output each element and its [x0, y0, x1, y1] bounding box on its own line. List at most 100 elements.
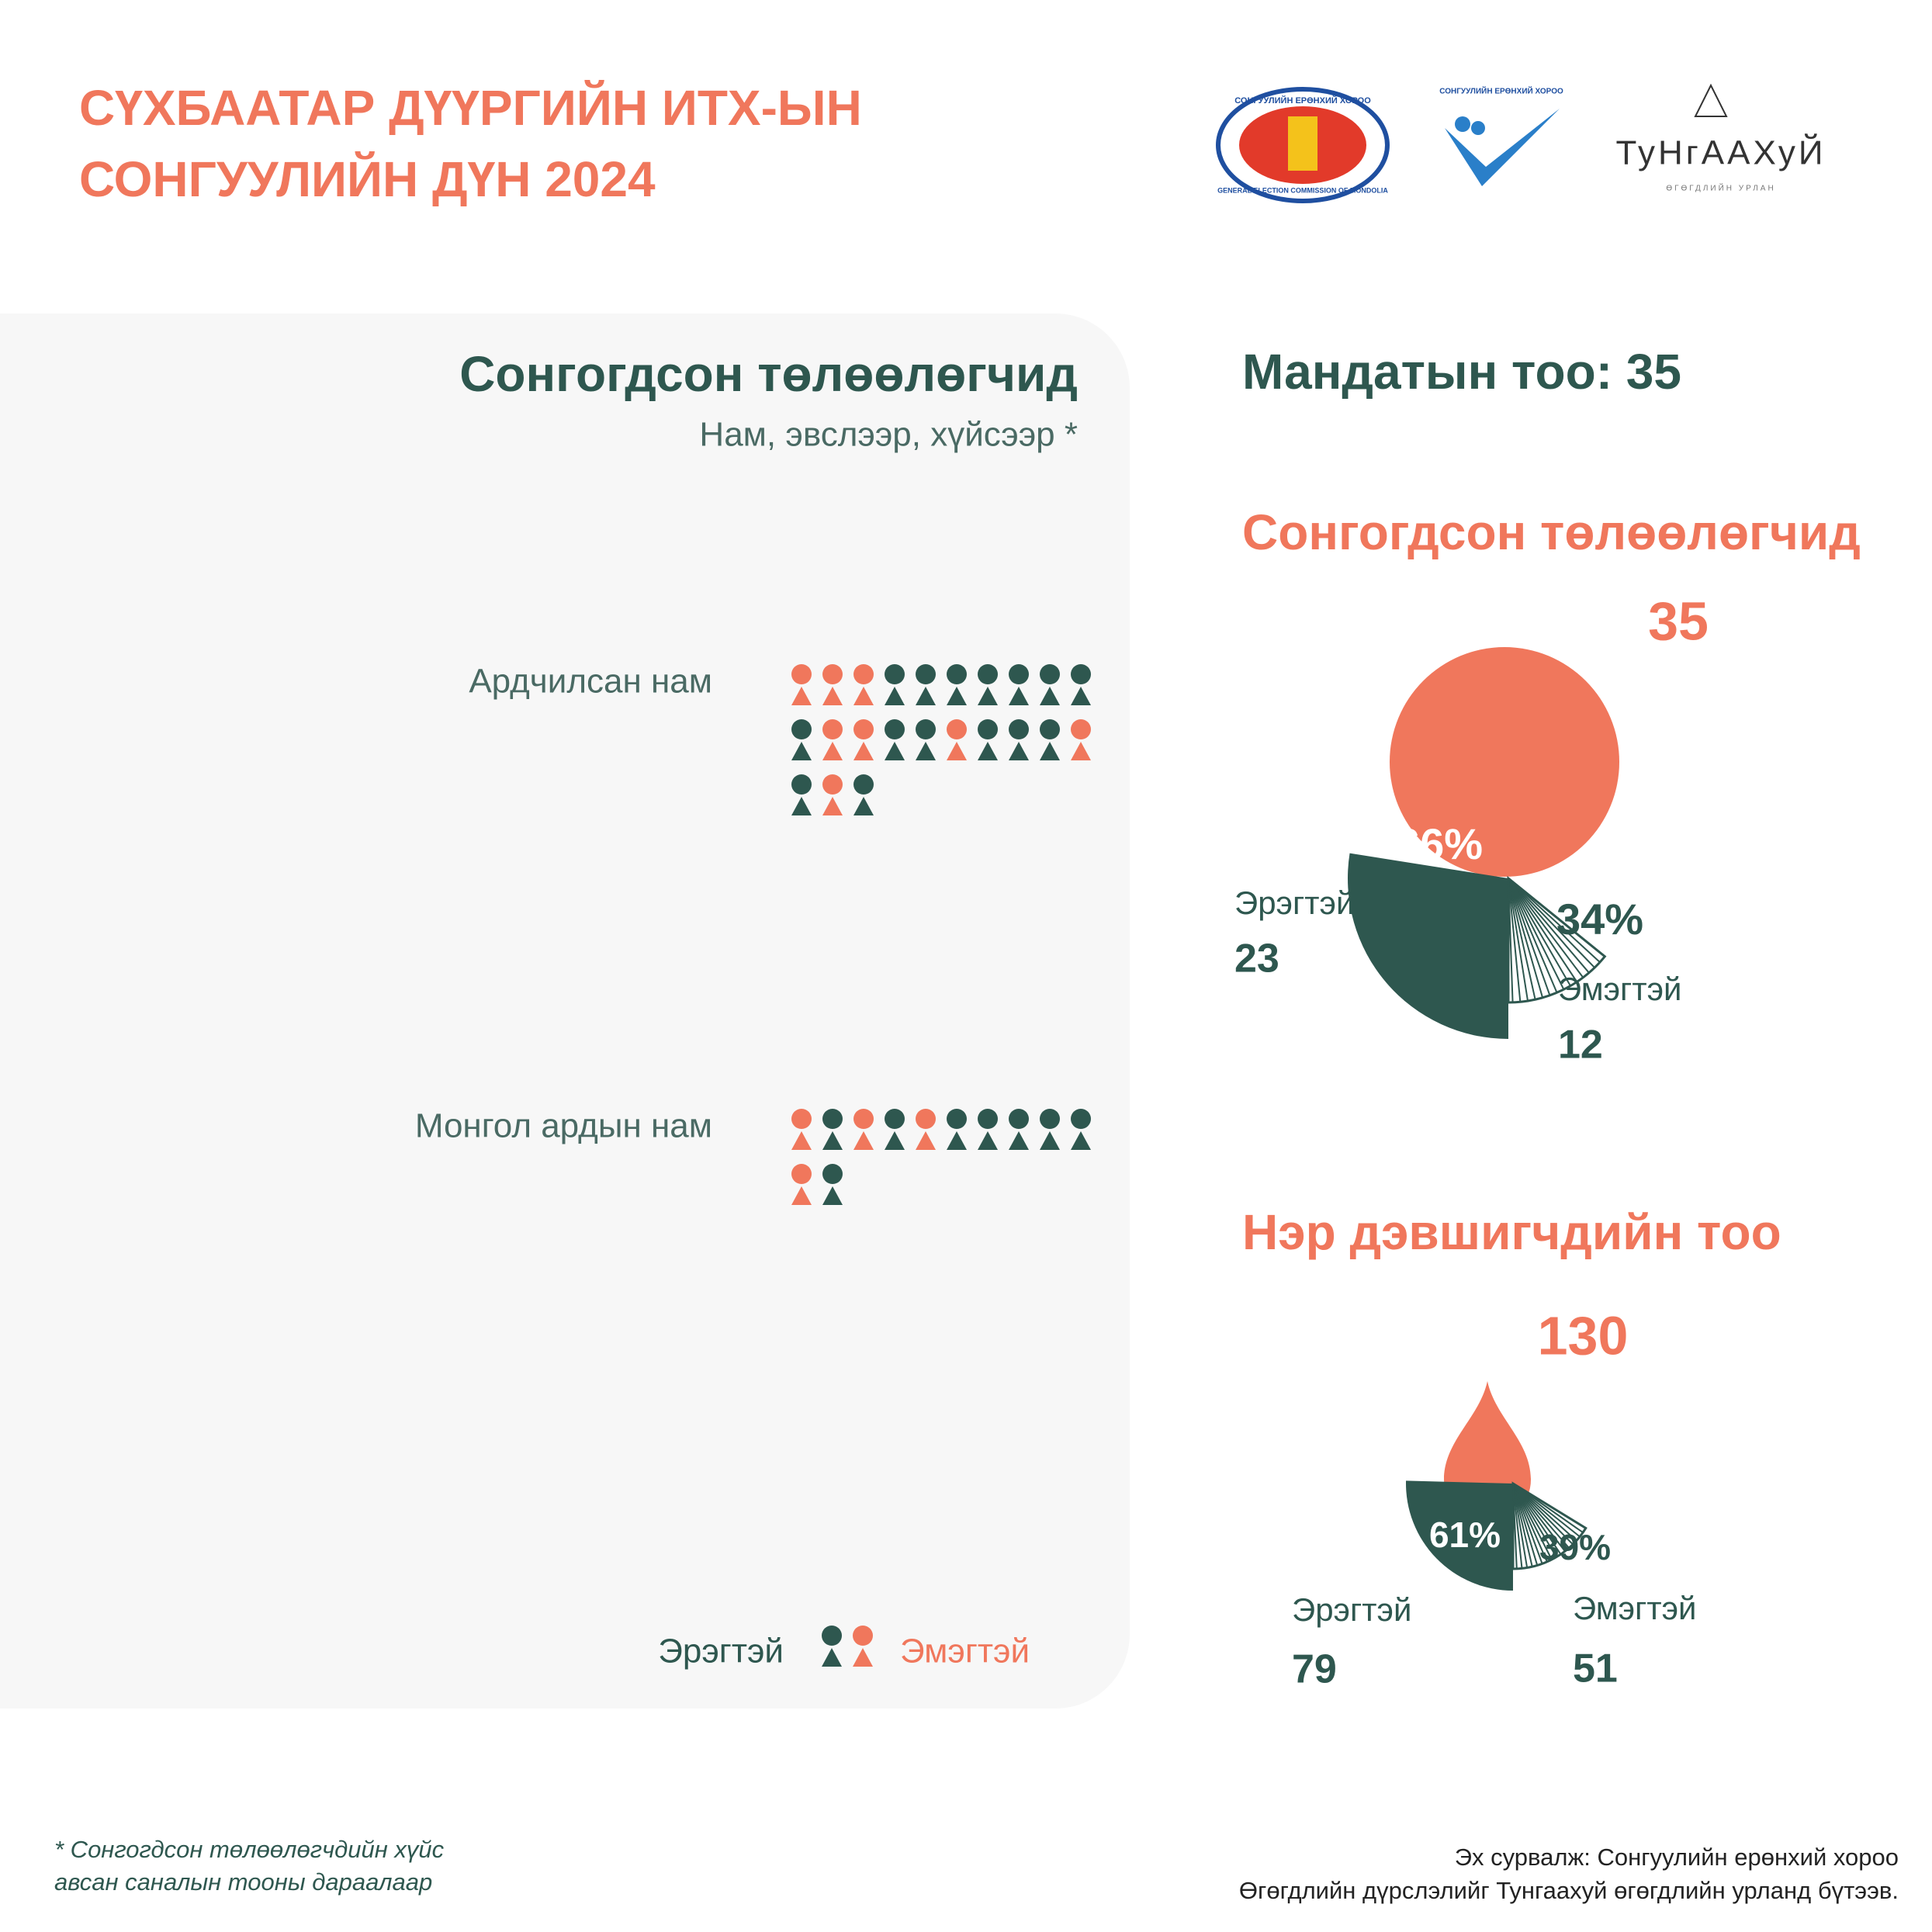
hatch [1512, 1483, 1543, 1564]
icon-head [853, 1626, 873, 1646]
hatch [1508, 878, 1551, 996]
icon-body [1040, 687, 1060, 705]
hatch [1508, 878, 1595, 968]
percent-label: 66% [1396, 819, 1483, 868]
person-icon [791, 664, 812, 705]
hatch [1512, 1483, 1577, 1542]
icon-head [822, 1109, 843, 1129]
group-label: Эрэгтэй [1292, 1591, 1411, 1628]
person-icon [791, 719, 812, 760]
hatch [1508, 878, 1601, 963]
icon-head [885, 664, 905, 684]
panel [0, 313, 1130, 1709]
hatch [1512, 1483, 1553, 1560]
icon-body [916, 687, 936, 705]
mandates: Мандатын тоо: 35 [1242, 344, 1681, 400]
group-count: 51 [1573, 1646, 1618, 1691]
icon-head [853, 1109, 874, 1129]
hatch [1512, 1483, 1584, 1533]
icon-body [791, 687, 812, 705]
person-icon [885, 664, 905, 705]
person-icon [1040, 1109, 1060, 1150]
icon-head [791, 774, 812, 795]
person-icon [791, 1109, 812, 1150]
group-label: Эмэгтэй [1573, 1590, 1696, 1626]
total: 35 [1648, 590, 1709, 651]
person-icon [853, 664, 874, 705]
icon-body [1009, 742, 1029, 760]
icon-body [885, 742, 905, 760]
person-icon [822, 1109, 843, 1150]
icon-body [1071, 687, 1091, 705]
percent-label: 34% [1556, 895, 1643, 943]
hatch [1508, 878, 1522, 1002]
icon-body [791, 1131, 812, 1150]
hatch [1508, 878, 1536, 1000]
icon-head [853, 774, 874, 795]
icon-body [1071, 1131, 1091, 1150]
person-icon [822, 1164, 843, 1205]
title: СҮХБААТАР ДҮҮРГИЙН ИТХ-ЫН [79, 79, 862, 136]
person-icon [822, 774, 843, 815]
icon-head [822, 664, 843, 684]
hatch [1512, 1483, 1518, 1569]
icon-body [947, 1131, 967, 1150]
person-icon [822, 664, 843, 705]
hatch [1512, 1483, 1533, 1567]
person-icon [853, 1109, 874, 1150]
icon-body [822, 797, 843, 815]
icon-body [822, 1131, 843, 1150]
person-icon [978, 719, 998, 760]
section-title: Сонгогдсон төлөөлөгчид [1242, 504, 1861, 560]
total-circle [1390, 647, 1619, 877]
icon-head [947, 664, 967, 684]
panel-subtitle: Нам, эвслээр, хүйсээр * [699, 416, 1078, 454]
hatch [1512, 1483, 1523, 1569]
person-icon [822, 1626, 842, 1667]
icon-head [791, 1109, 812, 1129]
person-icon [916, 719, 936, 760]
person-icon [885, 1109, 905, 1150]
icon-head [885, 719, 905, 739]
icon-body [791, 742, 812, 760]
icon-head [791, 719, 812, 739]
person-icon [822, 719, 843, 760]
source: Эх сурвалж: Сонгуулийн ерөнхий хороо [1455, 1844, 1899, 1871]
logo-text: СОНГУУЛИЙН ЕРӨНХИЙ ХОРОО [1439, 86, 1563, 96]
hatch [1508, 878, 1571, 987]
icon-head [791, 664, 812, 684]
hatch [1508, 878, 1565, 990]
panel-title: Сонгогдсон төлөөлөгчид [459, 346, 1078, 402]
group-count: 79 [1292, 1647, 1337, 1692]
logo-gec2: СОНГУУЛИЙН ЕРӨНХИЙ ХОРОО [1439, 86, 1563, 186]
logo-text: СОНГУУЛИЙН ЕРӨНХИЙ ХОРОО [1234, 95, 1371, 106]
icon-head [822, 1626, 842, 1646]
logo-text: GENERAL ELECTION COMMISSION OF MONDOLIA [1217, 186, 1388, 194]
logo-brand: ТуНгААХуЙ ӨГӨГДЛИЙН УРЛАН [1616, 83, 1823, 193]
icon-head [916, 664, 936, 684]
icon-body [1009, 1131, 1029, 1150]
hatch [1512, 1483, 1562, 1555]
icon-head [1009, 1109, 1029, 1129]
female-sector [1511, 1481, 1587, 1570]
icon-head [853, 719, 874, 739]
person-icon [916, 1109, 936, 1150]
hatch [1512, 1483, 1570, 1549]
hatch [1508, 878, 1529, 1002]
hatch [1508, 878, 1578, 982]
hatch [1512, 1483, 1566, 1552]
icon-body [916, 1131, 936, 1150]
party-name: Монгол ардын нам [415, 1107, 712, 1145]
person-icon [1040, 664, 1060, 705]
icon-head [791, 1164, 812, 1184]
male-sector [1406, 1480, 1513, 1591]
hatch [1512, 1483, 1581, 1538]
percent-label: 61% [1429, 1515, 1501, 1555]
person-icon [1009, 1109, 1029, 1150]
person-icon [947, 1109, 967, 1150]
icon-body [853, 797, 874, 815]
icon-body [853, 742, 874, 760]
person-icon [1040, 719, 1060, 760]
icon-body [822, 742, 843, 760]
icon-head [1071, 719, 1091, 739]
